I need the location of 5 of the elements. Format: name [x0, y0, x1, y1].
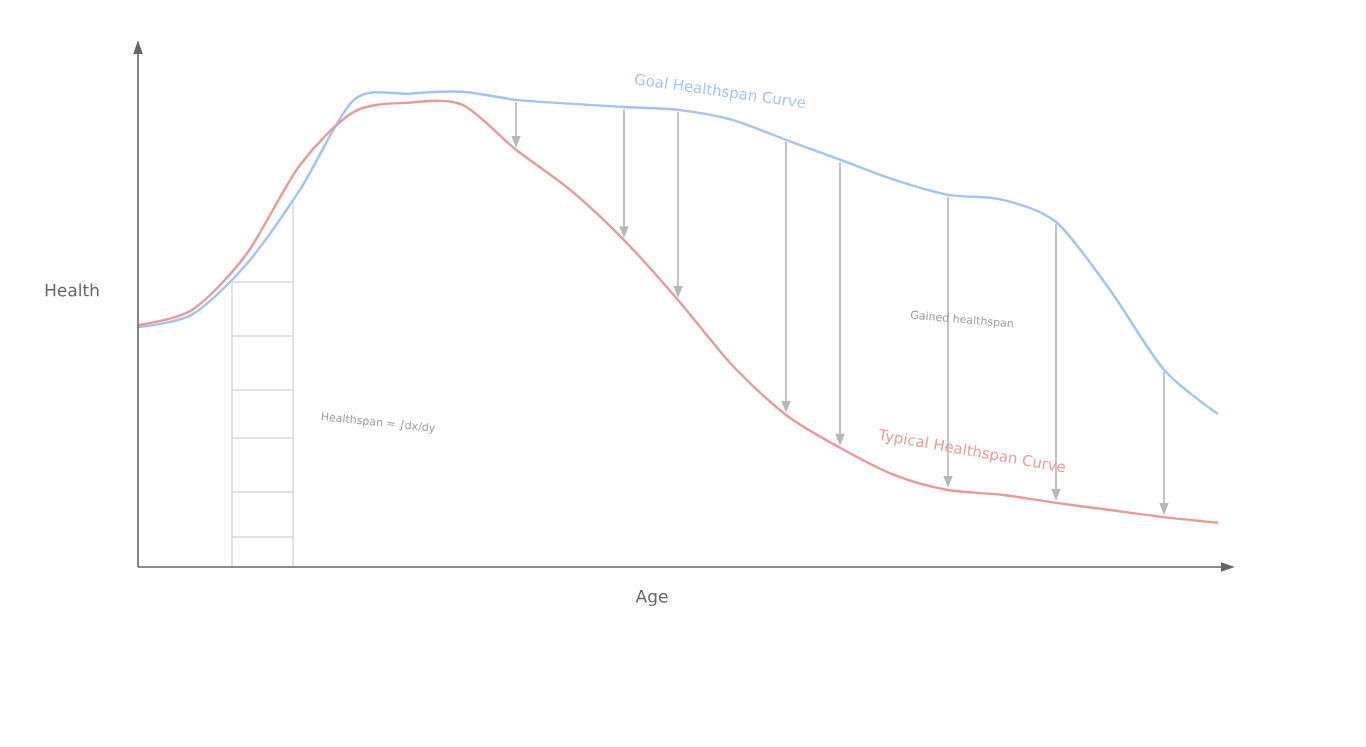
y-axis-title: Health [45, 283, 99, 297]
annotation: Gained healthspan [910, 310, 1013, 329]
x-axis-title: Age [635, 590, 668, 606]
annotation: Healthspan = ∫dx/dy [321, 412, 436, 434]
text: Goal Healthspan Curve [635, 73, 806, 108]
